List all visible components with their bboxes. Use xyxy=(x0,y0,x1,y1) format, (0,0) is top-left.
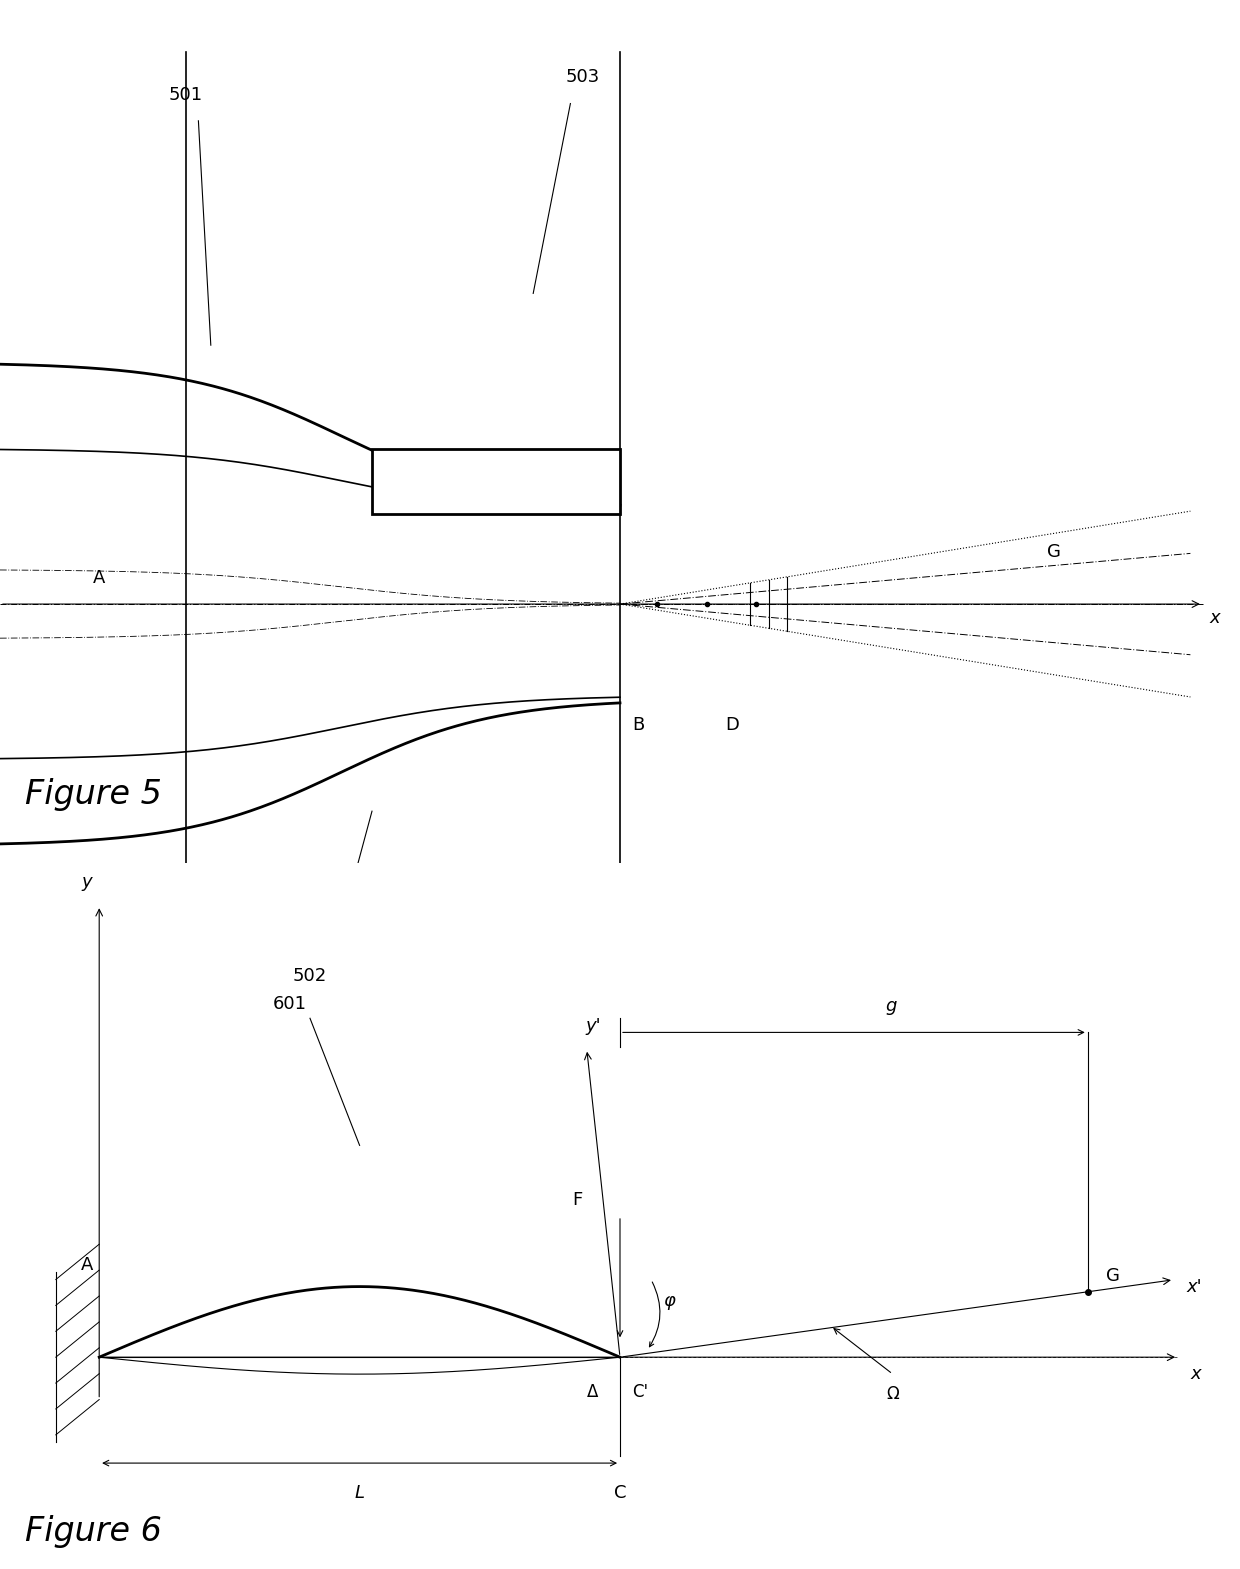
Text: G: G xyxy=(1106,1266,1120,1285)
Text: A: A xyxy=(93,570,105,587)
Text: F: F xyxy=(573,1191,583,1208)
Text: C: C xyxy=(614,1484,626,1502)
Text: G: G xyxy=(1047,543,1061,560)
Text: A: A xyxy=(81,1257,93,1274)
Text: 502: 502 xyxy=(293,967,327,984)
Text: B: B xyxy=(632,715,645,734)
Text: Δ: Δ xyxy=(587,1382,599,1401)
Text: φ: φ xyxy=(663,1291,676,1310)
Text: x: x xyxy=(1209,609,1220,628)
Text: g: g xyxy=(885,998,897,1015)
Text: x: x xyxy=(1190,1365,1202,1384)
Text: C': C' xyxy=(632,1382,649,1401)
Text: x': x' xyxy=(1187,1277,1202,1296)
Bar xyxy=(372,449,620,515)
Text: 503: 503 xyxy=(565,69,600,86)
Text: L: L xyxy=(355,1484,365,1502)
Text: Figure 5: Figure 5 xyxy=(25,778,161,811)
Text: 501: 501 xyxy=(169,86,203,104)
Text: 601: 601 xyxy=(273,995,306,1014)
Text: Ω: Ω xyxy=(887,1385,899,1403)
Text: y': y' xyxy=(585,1017,600,1034)
Text: Figure 6: Figure 6 xyxy=(25,1514,161,1547)
Text: y: y xyxy=(82,874,92,891)
Text: D: D xyxy=(725,715,739,734)
